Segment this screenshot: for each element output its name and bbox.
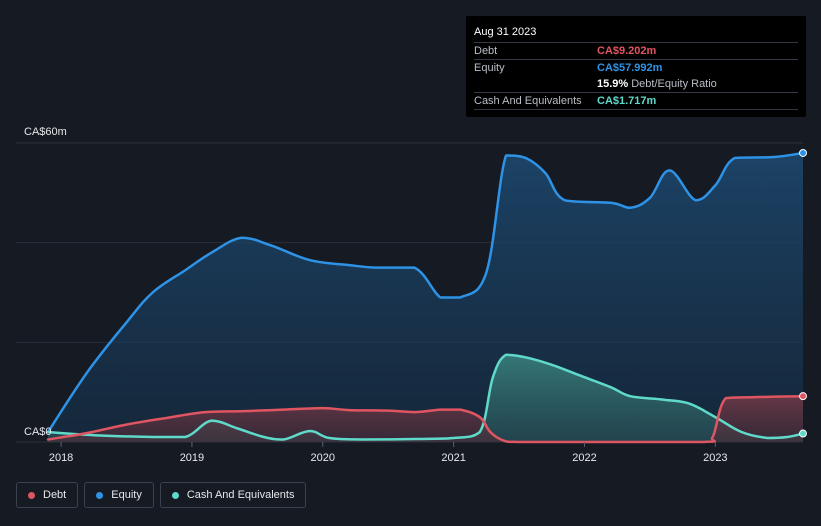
tooltip-equity-value: CA$57.992m <box>597 62 663 74</box>
legend-equity-label: Equity <box>111 489 142 501</box>
x-tick-label: 2019 <box>180 452 204 464</box>
tooltip-ratio: 15.9% Debt/Equity Ratio <box>597 76 717 92</box>
tooltip-date: Aug 31 2023 <box>474 26 537 38</box>
debt-area <box>48 396 803 442</box>
series-endpoints <box>799 148 807 438</box>
legend-item-debt[interactable]: Debt <box>16 482 79 508</box>
x-tick-label: 2022 <box>572 452 596 464</box>
y-axis-min-label: CA$0 <box>24 426 52 438</box>
tooltip-ratio-text: Debt/Equity Ratio <box>631 78 717 90</box>
equity-endpoint <box>799 148 807 157</box>
tooltip-ratio-percent: 15.9% <box>597 78 629 90</box>
x-tick-label: 2020 <box>311 452 335 464</box>
data-tooltip: Aug 31 2023 Debt CA$9.202m Equity CA$57.… <box>466 16 806 117</box>
debt-line <box>46 394 805 444</box>
legend-cash-label: Cash And Equivalents <box>186 489 295 501</box>
tooltip-equity-label: Equity <box>474 62 505 74</box>
cash-area <box>48 354 803 442</box>
equity-area <box>48 153 803 442</box>
legend-item-equity[interactable]: Equity <box>84 482 154 508</box>
debt-endpoint <box>799 392 807 401</box>
tooltip-debt-label: Debt <box>474 45 498 57</box>
tooltip-cash-label: Cash And Equivalents <box>474 95 582 107</box>
chart-legend: Debt Equity Cash And Equivalents <box>16 482 307 510</box>
x-axis-ticks: 2018 2019 2020 2021 2022 2023 <box>49 442 728 464</box>
tooltip-debt-value: CA$9.202m <box>597 45 657 57</box>
x-tick-label: 2018 <box>49 452 73 464</box>
cash-endpoint <box>799 429 807 438</box>
cash-line <box>46 353 805 441</box>
tooltip-cash-value: CA$1.717m <box>597 95 657 107</box>
legend-item-cash[interactable]: Cash And Equivalents <box>159 482 307 508</box>
equity-line <box>46 151 805 434</box>
legend-debt-dot <box>28 491 35 499</box>
series-lines <box>46 151 805 444</box>
x-tick-label: 2023 <box>703 452 727 464</box>
legend-debt-label: Debt <box>43 489 67 501</box>
y-axis-max-label: CA$60m <box>24 126 67 138</box>
x-tick-label: 2021 <box>441 452 465 464</box>
legend-cash-dot <box>171 491 179 499</box>
legend-equity-dot <box>96 491 104 499</box>
series-areas <box>48 153 803 442</box>
